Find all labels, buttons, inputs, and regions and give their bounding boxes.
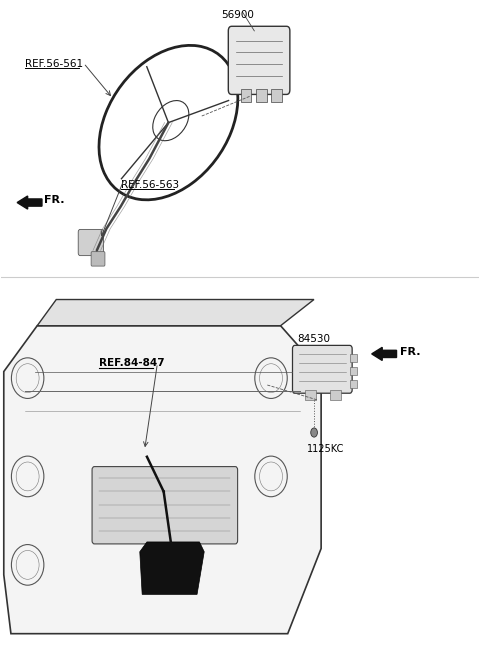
Text: 84530: 84530 xyxy=(297,334,330,344)
Text: REF.56-563: REF.56-563 xyxy=(120,180,179,190)
Bar xyxy=(350,380,358,388)
FancyBboxPatch shape xyxy=(91,251,105,266)
Text: REF.56-561: REF.56-561 xyxy=(25,59,84,69)
Text: FR.: FR. xyxy=(44,195,65,205)
Bar xyxy=(350,354,358,362)
Text: REF.84-847: REF.84-847 xyxy=(99,359,165,368)
Bar xyxy=(330,390,341,400)
FancyArrow shape xyxy=(372,347,396,361)
Bar xyxy=(272,89,282,101)
Polygon shape xyxy=(140,542,204,594)
Bar xyxy=(350,367,358,375)
Bar xyxy=(241,89,252,101)
FancyBboxPatch shape xyxy=(292,345,352,393)
FancyBboxPatch shape xyxy=(228,26,290,95)
Polygon shape xyxy=(37,299,314,326)
Text: FR.: FR. xyxy=(400,347,420,357)
FancyArrow shape xyxy=(17,196,42,209)
FancyBboxPatch shape xyxy=(92,467,238,544)
Polygon shape xyxy=(4,326,321,634)
Bar xyxy=(305,390,316,400)
Text: 56900: 56900 xyxy=(221,10,254,20)
Bar xyxy=(256,89,267,101)
FancyBboxPatch shape xyxy=(78,230,104,255)
Text: 1125KC: 1125KC xyxy=(307,443,344,453)
Ellipse shape xyxy=(311,428,317,437)
